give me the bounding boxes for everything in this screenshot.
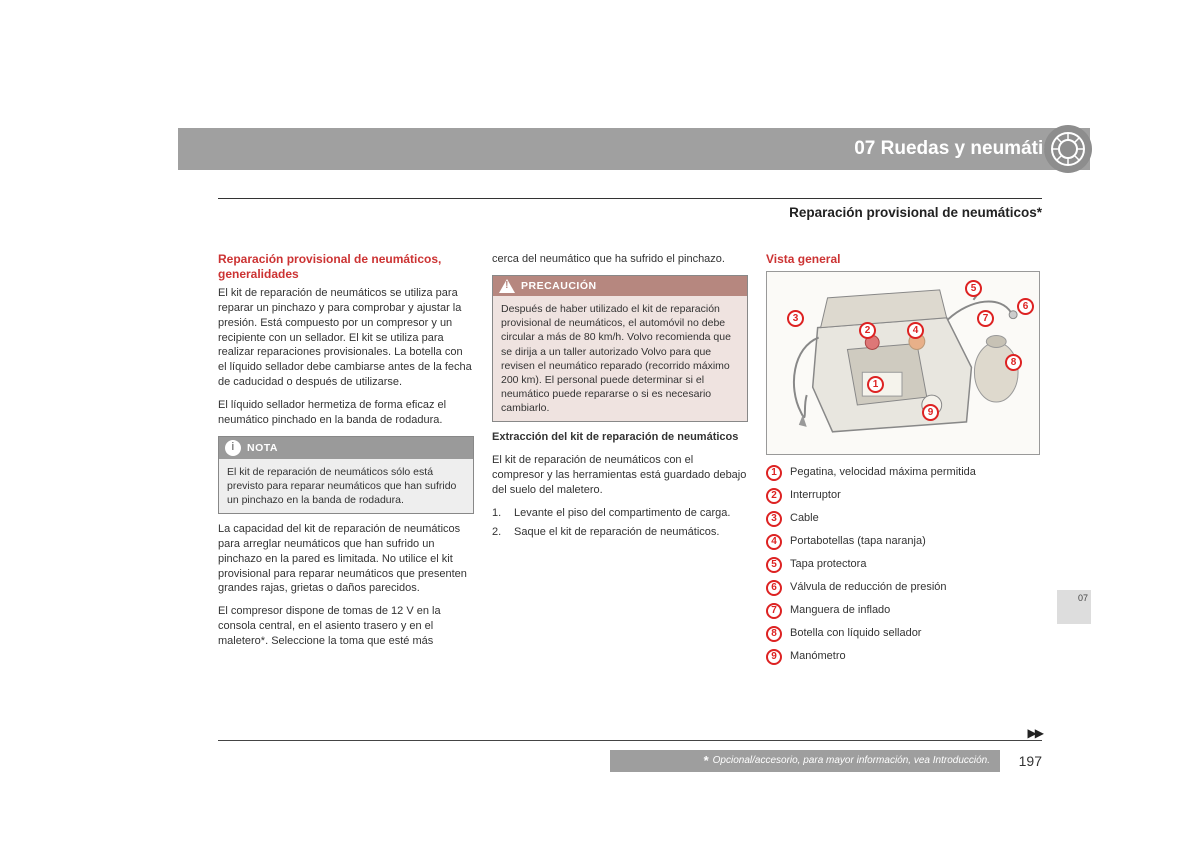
list-item: 1Pegatina, velocidad máxima permitida: [766, 465, 1042, 481]
callout-9: 9: [922, 404, 939, 421]
body-text: El compresor dispone de tomas de 12 V en…: [218, 604, 474, 649]
body-text: El kit de reparación de neumáticos se ut…: [218, 286, 474, 390]
heading-overview: Vista general: [766, 252, 1042, 267]
page-number: 197: [1019, 752, 1042, 771]
content-columns: Reparación provisional de neumáticos, ge…: [218, 252, 1042, 672]
body-text: cerca del neumático que ha sufrido el pi…: [492, 252, 748, 267]
caution-box: PRECAUCIÓN Después de haber utilizado el…: [492, 275, 748, 423]
list-item: 9Manómetro: [766, 649, 1042, 665]
chapter-title: 07 Ruedas y neumáticos: [854, 136, 1076, 162]
note-header: i NOTA: [219, 437, 473, 459]
continue-arrows-icon: ▶▶: [1028, 725, 1042, 741]
caution-label: PRECAUCIÓN: [521, 279, 597, 293]
side-tab: 07: [1057, 590, 1091, 624]
subheading-extraction: Extracción del kit de reparación de neum…: [492, 431, 738, 443]
callout-4: 4: [907, 322, 924, 339]
caution-header: PRECAUCIÓN: [493, 276, 747, 296]
callout-3: 3: [787, 310, 804, 327]
column-1: Reparación provisional de neumáticos, ge…: [218, 252, 474, 672]
list-item: 1.Levante el piso del compartimento de c…: [492, 506, 748, 521]
section-title: Reparación provisional de neumáticos*: [789, 204, 1042, 222]
section-rule: [218, 198, 1042, 199]
callout-1: 1: [867, 376, 884, 393]
body-text: La capacidad del kit de reparación de ne…: [218, 522, 474, 596]
body-text: El kit de reparación de neumáticos con e…: [492, 453, 748, 498]
callout-2: 2: [859, 322, 876, 339]
callout-5: 5: [965, 280, 982, 297]
column-3: Vista general: [766, 252, 1042, 672]
heading-generalities: Reparación provisional de neumáticos, ge…: [218, 252, 474, 282]
info-icon: i: [225, 440, 241, 456]
body-text: El líquido sellador hermetiza de forma e…: [218, 398, 474, 428]
note-body: El kit de reparación de neumáticos sólo …: [219, 459, 473, 514]
column-2: cerca del neumático que ha sufrido el pi…: [492, 252, 748, 672]
warning-icon: [499, 279, 515, 293]
ordered-steps: 1.Levante el piso del compartimento de c…: [492, 506, 748, 540]
list-item: 2Interruptor: [766, 488, 1042, 504]
list-item: 2.Saque el kit de reparación de neumátic…: [492, 525, 748, 540]
tire-icon: [1044, 125, 1092, 173]
caution-body: Después de haber utilizado el kit de rep…: [493, 296, 747, 421]
note-box: i NOTA El kit de reparación de neumático…: [218, 436, 474, 515]
chapter-header: 07 Ruedas y neumáticos: [178, 128, 1090, 170]
list-item: 6Válvula de reducción de presión: [766, 580, 1042, 596]
footer-note: Opcional/accesorio, para mayor informaci…: [610, 750, 1000, 772]
diagram-legend: 1Pegatina, velocidad máxima permitida 2I…: [766, 465, 1042, 665]
list-item: 8Botella con líquido sellador: [766, 626, 1042, 642]
callout-7: 7: [977, 310, 994, 327]
callout-8: 8: [1005, 354, 1022, 371]
overview-diagram: 3 2 4 1 9 5 6 7 8: [766, 271, 1040, 455]
note-label: NOTA: [247, 441, 278, 455]
list-item: 5Tapa protectora: [766, 557, 1042, 573]
footer-rule: [218, 740, 1042, 741]
list-item: 7Manguera de inflado: [766, 603, 1042, 619]
list-item: 4Portabotellas (tapa naranja): [766, 534, 1042, 550]
callout-6: 6: [1017, 298, 1034, 315]
list-item: 3Cable: [766, 511, 1042, 527]
